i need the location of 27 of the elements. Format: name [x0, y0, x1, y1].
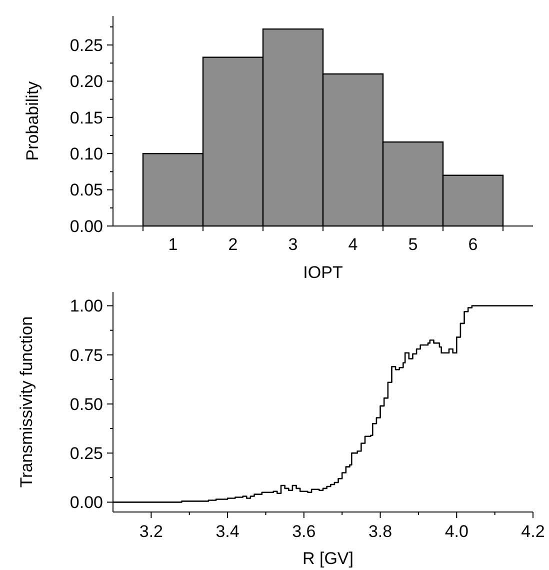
x-tick-label: 3.2: [139, 522, 163, 541]
y-tick-label: 0.00: [70, 493, 103, 512]
y-axis-title: Transmissivity function: [17, 316, 36, 488]
y-axis-title: Probability: [23, 80, 42, 161]
y-tick-label: 0.25: [70, 444, 103, 464]
x-axis-title: R [GV]: [302, 549, 354, 568]
y-tick-label: 0.25: [70, 36, 103, 55]
y-tick-label: 0.10: [70, 144, 103, 164]
x-tick-label: 4.2: [521, 522, 545, 541]
y-tick-label: 0.15: [70, 108, 103, 128]
x-tick-label: 3.4: [216, 522, 240, 541]
x-tick-label: 4: [348, 235, 358, 254]
x-axis-title: IOPT: [303, 263, 343, 282]
x-tick-label: 2: [228, 235, 238, 254]
y-tick-label: 0.00: [70, 216, 103, 236]
x-tick-label: 5: [408, 235, 418, 254]
x-tick-label: 1: [168, 235, 178, 254]
y-tick-label: 1.00: [70, 296, 103, 316]
x-tick-label: 3.6: [292, 522, 316, 541]
y-tick-label: 0.05: [70, 180, 103, 200]
x-tick-label: 6: [468, 235, 478, 254]
x-tick-label: 3: [288, 235, 298, 254]
x-tick-label: 3.8: [368, 522, 392, 541]
x-tick-label: 4.0: [444, 522, 468, 541]
y-tick-label: 0.75: [70, 346, 103, 365]
y-tick-label: 0.20: [70, 72, 103, 92]
y-tick-label: 0.50: [70, 394, 103, 414]
